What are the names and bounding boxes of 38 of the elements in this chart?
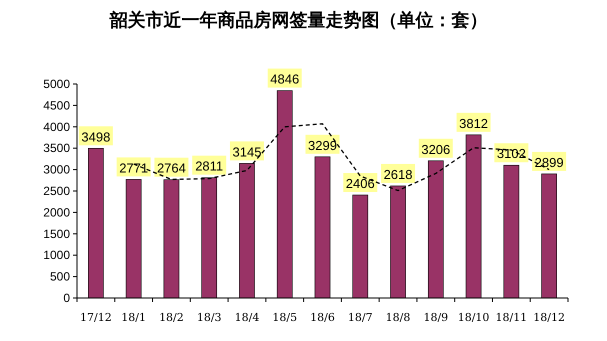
x-tick-label: 18/10 <box>458 311 490 324</box>
data-label: 3206 <box>421 142 450 157</box>
data-label: 2899 <box>534 154 564 170</box>
data-label: 3102 <box>496 146 526 162</box>
y-tick-label: 4500 <box>43 98 70 112</box>
data-label: 3812 <box>459 116 488 131</box>
data-label: 3145 <box>232 144 262 160</box>
y-tick-label: 3000 <box>43 162 70 177</box>
data-label: 2406 <box>346 176 375 192</box>
y-tick-label: 500 <box>50 270 70 284</box>
y-tick-label: 4000 <box>43 120 70 134</box>
x-tick-label: 18/6 <box>310 311 335 324</box>
x-tick-label: 18/1 <box>121 311 146 324</box>
x-tick-label: 18/2 <box>159 311 184 324</box>
data-label: 2811 <box>195 158 224 174</box>
x-tick-label: 18/8 <box>386 311 410 324</box>
y-tick-label: 3500 <box>43 141 70 156</box>
data-label: 2771 <box>119 160 148 176</box>
data-label: 2618 <box>384 166 412 182</box>
y-tick-label: 1000 <box>43 248 70 262</box>
x-tick-label: 18/11 <box>495 311 528 324</box>
y-tick-label: 5000 <box>43 77 70 91</box>
data-label: 4846 <box>270 72 300 87</box>
y-tick-label: 2500 <box>43 184 70 198</box>
y-tick-label: 0 <box>63 291 70 305</box>
x-tick-label: 17/12 <box>80 311 112 324</box>
y-tick-label: 1500 <box>43 226 70 241</box>
x-tick-label: 18/5 <box>272 311 298 324</box>
x-tick-label: 18/12 <box>533 311 565 324</box>
y-tick-label: 2000 <box>43 205 70 220</box>
x-tick-label: 18/7 <box>348 311 373 324</box>
x-tick-label: 18/9 <box>423 311 448 324</box>
x-tick-label: 18/4 <box>234 311 260 324</box>
data-label: 3299 <box>308 138 337 153</box>
data-label: 3498 <box>81 129 110 144</box>
chart-title: 韶关市近一年商品房网签量走势图（单位：套） <box>108 10 488 31</box>
x-tick-label: 18/3 <box>196 311 222 324</box>
data-label: 2764 <box>156 160 186 176</box>
